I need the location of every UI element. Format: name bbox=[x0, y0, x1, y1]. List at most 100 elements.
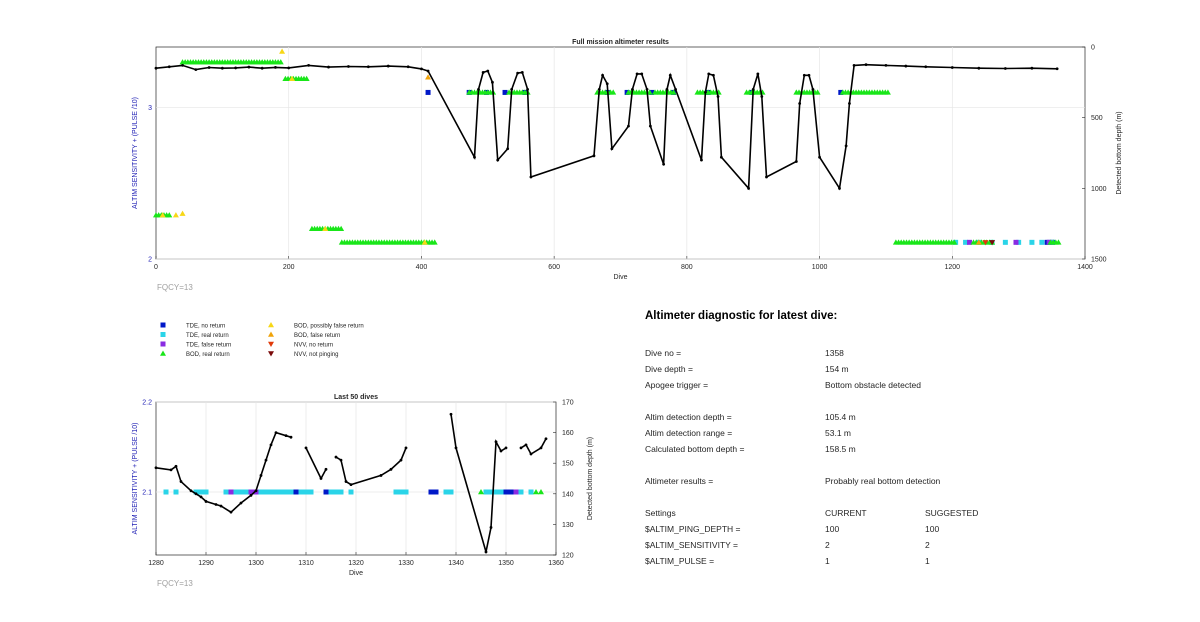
last-50-bottom-depth-point bbox=[339, 458, 343, 462]
last-50-bottom-depth-point bbox=[389, 467, 393, 471]
last-50-marker-tde-false-return bbox=[248, 489, 254, 495]
last-50-marker-tde-real-return bbox=[348, 489, 354, 495]
full-mission-bottom-depth-point bbox=[366, 65, 370, 69]
diag-row-results: Altimeter results = Probably real bottom … bbox=[645, 476, 941, 486]
last-50-ytick-left-label: 2.2 bbox=[142, 400, 152, 407]
legend-label: TDE, real return bbox=[186, 333, 229, 339]
full-mission-xtick-label: 1400 bbox=[1077, 264, 1093, 271]
full-mission-marker-bod-real-return bbox=[610, 89, 617, 95]
full-mission-bottom-depth-point bbox=[794, 160, 798, 163]
full-mission-y-axis-label-left: ALTIM SENSITIVITY + (PULSE /10) bbox=[132, 97, 139, 209]
legend-marker-tde-no-return bbox=[160, 322, 166, 328]
last-50-bottom-depth-point bbox=[219, 504, 223, 508]
full-mission-bottom-depth-point bbox=[516, 71, 520, 75]
last-50-bottom-depth-point bbox=[229, 510, 233, 514]
last-50-marker-tde-real-return bbox=[278, 489, 284, 495]
full-mission-marker-bod-real-return bbox=[884, 89, 891, 95]
last-50-xtick-label: 1290 bbox=[198, 560, 214, 567]
full-mission-bottom-depth-point bbox=[668, 73, 672, 77]
full-mission-marker-bod-possibly-false-return bbox=[289, 75, 296, 82]
full-mission-xtick-label: 600 bbox=[548, 264, 560, 271]
last-50-xtick-label: 1320 bbox=[348, 560, 364, 567]
full-mission-bottom-depth-point bbox=[154, 66, 158, 70]
last-50-bottom-depth-point bbox=[204, 500, 208, 503]
full-mission-marker-tde-real-return bbox=[1029, 239, 1035, 245]
full-mission-ytick-left-label: 3 bbox=[148, 105, 152, 112]
full-mission-marker-bod-possibly-false-return bbox=[421, 239, 428, 245]
legend-label: BOD, real return bbox=[186, 352, 230, 358]
full-mission-ytick-right-label: 1500 bbox=[1091, 257, 1107, 264]
full-mission-bottom-depth-point bbox=[592, 154, 596, 158]
full-mission-bottom-depth-point bbox=[704, 90, 707, 94]
full-mission-marker-tde-false-return bbox=[1013, 239, 1019, 245]
setting-ping-depth: $ALTIM_PING_DEPTH = 100 100 bbox=[645, 524, 940, 534]
full-mission-marker-bod-possibly-false-return bbox=[172, 212, 179, 218]
full-mission-fqcy-note: FQCY=13 bbox=[157, 283, 193, 292]
last-50-bottom-depth-point bbox=[289, 435, 293, 439]
last-50-bottom-depth-point bbox=[544, 437, 548, 441]
last-50-xtick-label: 1300 bbox=[248, 560, 264, 567]
last-50-bottom-depth-point bbox=[499, 449, 503, 453]
full-mission-xtick-label: 200 bbox=[283, 264, 295, 271]
full-mission-bottom-depth-point bbox=[426, 69, 430, 73]
full-mission-ytick-right-label: 1000 bbox=[1091, 186, 1107, 193]
last-50-bottom-depth-point bbox=[334, 455, 338, 459]
full-mission-xtick-label: 400 bbox=[416, 264, 428, 271]
full-mission-marker-tde-real-return bbox=[1016, 239, 1022, 245]
diag-row-detection-depth: Altim detection depth = 105.4 m bbox=[645, 412, 856, 422]
full-mission-marker-tde-real-return bbox=[1039, 239, 1045, 245]
full-mission-bottom-depth-point bbox=[802, 73, 806, 77]
last-50-marker-tde-no-return bbox=[503, 489, 509, 495]
full-mission-bottom-depth-point bbox=[765, 175, 768, 179]
full-mission-bottom-depth-point bbox=[674, 88, 677, 91]
legend-marker-nvv-not-pinging bbox=[268, 351, 274, 357]
last-50-bottom-depth-point bbox=[199, 495, 203, 499]
last-50-ytick-right-label: 170 bbox=[562, 400, 574, 407]
last-50-bottom-depth-point bbox=[304, 446, 308, 450]
last-50-bottom-depth-point bbox=[174, 464, 178, 468]
full-mission-bottom-depth-point bbox=[610, 147, 614, 151]
last-50-marker-tde-real-return bbox=[498, 489, 504, 495]
full-mission-xtick-label: 1000 bbox=[812, 264, 828, 271]
last-50-marker-tde-real-return bbox=[163, 489, 169, 495]
full-mission-bottom-depth-point bbox=[627, 124, 630, 128]
last-50-bottom-depth-point bbox=[154, 466, 158, 470]
full-mission-marker-bod-real-return bbox=[646, 89, 653, 95]
full-mission-bottom-depth-point bbox=[864, 63, 868, 67]
last-50-bottom-depth-point bbox=[484, 550, 488, 554]
full-mission-bottom-depth-point bbox=[807, 73, 811, 77]
legend-label: BOD, false return bbox=[294, 333, 340, 339]
last-50-marker-bod-real-return bbox=[538, 489, 544, 495]
full-mission-marker-bod-possibly-false-return bbox=[179, 210, 186, 216]
last-50-y-axis-label-left: ALTIM SENSITIVITY + (PULSE /10) bbox=[132, 423, 139, 535]
full-mission-bottom-depth-point bbox=[798, 102, 802, 105]
full-mission-bottom-depth-point bbox=[327, 65, 330, 69]
full-mission-marker-tde-real-return bbox=[963, 239, 969, 245]
full-mission-marker-bod-real-return bbox=[814, 89, 821, 95]
last-50-marker-tde-real-return bbox=[198, 489, 204, 495]
full-mission-bottom-depth-point bbox=[1030, 66, 1034, 70]
full-mission-bottom-depth-point bbox=[481, 71, 485, 74]
legend-marker-bod-real-return bbox=[160, 350, 166, 356]
full-mission-bottom-depth-point bbox=[662, 162, 666, 166]
full-mission-marker-tde-false-return bbox=[967, 239, 973, 245]
last-50-marker-tde-real-return bbox=[268, 489, 274, 495]
last-50-marker-tde-no-return bbox=[433, 489, 439, 495]
full-mission-bottom-depth-point bbox=[260, 66, 264, 70]
legend-marker-tde-false-return bbox=[160, 341, 166, 347]
full-mission-marker-bod-real-return bbox=[166, 212, 173, 218]
full-mission-bottom-depth-point bbox=[181, 63, 184, 67]
legend-label: NVV, no return bbox=[294, 343, 333, 349]
full-mission-bottom-depth-point bbox=[884, 63, 888, 67]
last-50-xtick-label: 1280 bbox=[148, 560, 164, 567]
last-50-marker-tde-false-return bbox=[228, 489, 234, 495]
full-mission-bottom-depth-point bbox=[477, 88, 480, 91]
legend-label: TDE, false return bbox=[186, 343, 231, 349]
full-mission-bottom-depth-point bbox=[605, 82, 609, 86]
full-mission-bottom-depth-point bbox=[747, 186, 750, 190]
legend-marker-nvv-no-return bbox=[268, 341, 274, 347]
full-mission-bottom-depth-point bbox=[287, 66, 291, 70]
last-50-bottom-depth-point bbox=[269, 443, 273, 447]
full-mission-plot-frame bbox=[155, 46, 1086, 260]
